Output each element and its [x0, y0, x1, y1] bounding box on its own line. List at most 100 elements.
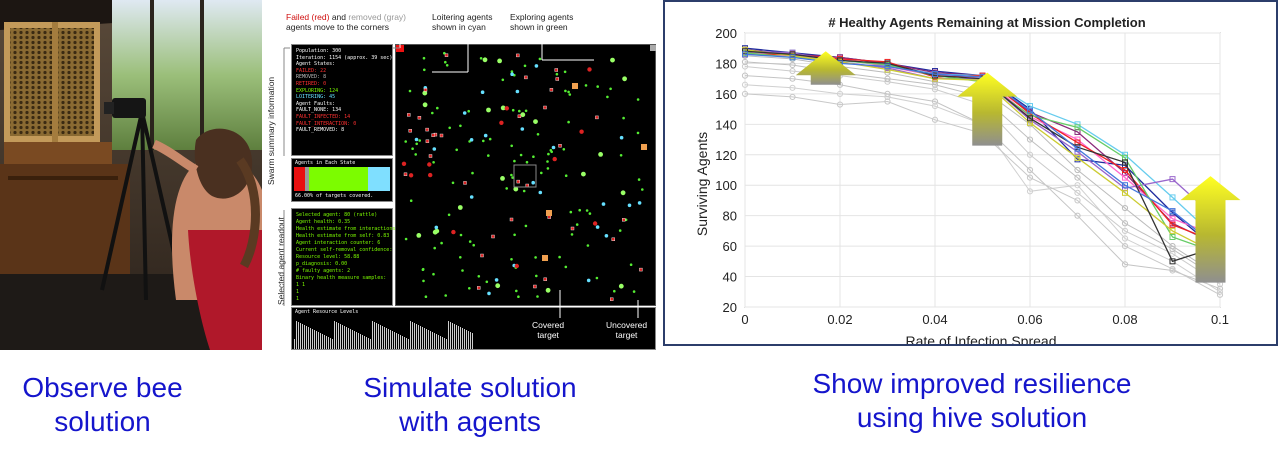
- exploring-agent: [510, 258, 513, 261]
- exploring-agent: [523, 64, 527, 68]
- resource-bar: [312, 329, 313, 349]
- x-tick-label: 0.04: [922, 312, 947, 327]
- resource-bar: [464, 329, 465, 349]
- simulation-arena: [395, 44, 656, 306]
- exploring-agent: [619, 154, 623, 157]
- baseline-point: [1074, 166, 1081, 174]
- exploring-agent: [637, 178, 641, 181]
- resource-bar: [378, 324, 379, 349]
- exploring-agent: [459, 233, 463, 237]
- resource-bar: [416, 324, 417, 349]
- baseline-point: [1121, 227, 1129, 234]
- selected-agent-line: Agent interaction counter: 6: [296, 240, 381, 246]
- targets-covered-text: 66.00% of targets covered.: [295, 193, 374, 199]
- selected-agent-box: [513, 164, 537, 188]
- improved-point: [1169, 215, 1176, 222]
- resource-bar: [344, 326, 345, 349]
- selected-agent-line: Health estimate from interactions: 1.00: [296, 226, 414, 232]
- resource-bar: [468, 331, 469, 349]
- resource-bar: [348, 328, 349, 349]
- improved-point: [1122, 189, 1128, 196]
- resource-bar: [400, 335, 401, 349]
- caption-observe-line2: solution: [54, 406, 151, 437]
- exploring-agent: [525, 160, 529, 164]
- exploring-agent: [570, 233, 574, 236]
- failed-agent: [517, 114, 522, 119]
- improved-point: [742, 51, 748, 58]
- exploring-agent: [596, 85, 599, 88]
- exploring-agent: [564, 89, 567, 93]
- loitering-agent: [604, 234, 609, 238]
- exploring-agent: [422, 56, 426, 60]
- loitering-agent: [637, 201, 642, 205]
- annotation-loitering: Loitering agents shown in cyan: [432, 12, 493, 32]
- covered-target-label: Covered target: [532, 320, 564, 340]
- chart-ylabel: Surviving Agents: [694, 132, 710, 236]
- baseline-point: [1121, 220, 1129, 227]
- baseline-point: [931, 81, 939, 88]
- failed-agent: [595, 115, 599, 120]
- resource-bar: [426, 329, 427, 349]
- resource-bar: [430, 331, 431, 349]
- selected-agent-line: # faulty agents: 2: [296, 268, 351, 274]
- improvement-arrow: [795, 51, 856, 85]
- improved-point: [1027, 115, 1033, 122]
- failed-agent: [425, 139, 430, 143]
- x-tick-label: 0.08: [1112, 312, 1137, 327]
- baseline-point: [1074, 182, 1081, 189]
- selected-agent-line: Binary health measure samples:: [296, 275, 387, 281]
- exploring-agent: [641, 188, 644, 191]
- resource-bar: [440, 336, 441, 349]
- failed-agent: [547, 215, 551, 219]
- exploring-agent-large: [610, 57, 615, 63]
- exploring-agent-large: [457, 205, 463, 210]
- exploring-agent: [459, 124, 462, 128]
- resource-bar: [422, 327, 423, 349]
- exploring-agent-large: [500, 176, 505, 181]
- x-tick-label: 0: [741, 312, 748, 327]
- exploring-agent: [510, 144, 513, 148]
- selected-agent-line: p_diagnosis: 0.00: [296, 261, 348, 267]
- exploring-agent-large: [513, 186, 519, 192]
- resource-bar: [354, 331, 355, 349]
- selected-agent-line: 1: [296, 289, 300, 295]
- baseline-point: [789, 93, 796, 101]
- baseline-point: [1026, 166, 1034, 174]
- exploring-agent-large: [486, 107, 491, 113]
- failed-agent: [463, 181, 467, 185]
- exploring-agent: [538, 57, 542, 61]
- exploring-agent: [567, 120, 570, 124]
- resource-bar: [314, 330, 315, 349]
- baseline-point: [1169, 265, 1176, 273]
- resource-bar: [364, 336, 365, 349]
- caption-simulate-line2: with agents: [399, 406, 541, 437]
- removed-corner: [650, 45, 656, 51]
- improved-point: [1169, 221, 1176, 228]
- resource-bar: [368, 338, 369, 349]
- window: [112, 0, 262, 150]
- resource-bar: [384, 327, 385, 349]
- summary-line: RETIRED: 0: [296, 81, 327, 87]
- resource-bar: [424, 328, 425, 349]
- covered-target-line1: Covered: [532, 320, 565, 330]
- exploring-agent: [422, 279, 425, 283]
- improved-point: [1074, 154, 1081, 161]
- summary-line: Agent Faults:: [296, 100, 336, 107]
- failed-agent-dot: [579, 129, 584, 134]
- summary-line: Population: 300: [296, 48, 342, 54]
- resource-bar: [472, 333, 473, 349]
- exploring-agent: [447, 213, 451, 217]
- failed-agent: [549, 88, 554, 92]
- loitering-agent: [414, 137, 419, 142]
- improved-point: [1169, 258, 1176, 265]
- improvement-arrow: [1180, 176, 1241, 283]
- exploring-agent: [564, 174, 568, 177]
- failed-agent: [570, 226, 575, 231]
- failed-agent: [621, 218, 626, 222]
- resource-bar: [308, 327, 309, 349]
- failed-agent: [403, 172, 408, 177]
- resource-bar: [452, 323, 453, 349]
- resource-bar: [382, 326, 383, 349]
- resource-bar: [404, 337, 405, 349]
- y-tick-label: 100: [715, 178, 737, 193]
